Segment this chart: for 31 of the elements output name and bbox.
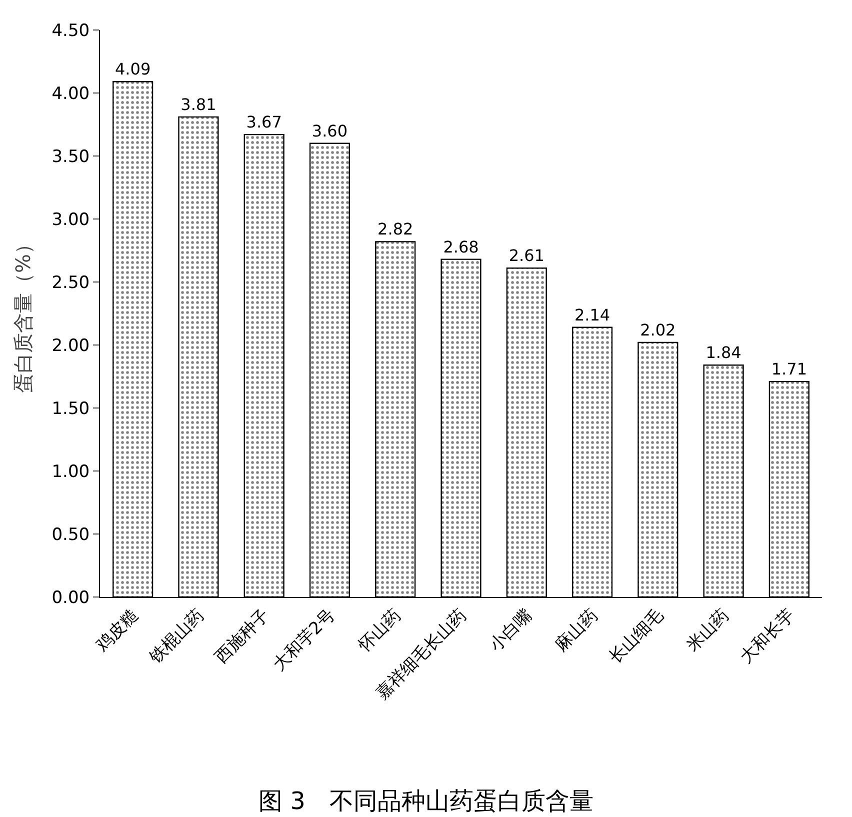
y-axis-title: 蛋白质含量（%） — [11, 234, 36, 394]
x-tick-label: 铁棍山药 — [145, 605, 208, 668]
data-label: 3.81 — [180, 94, 216, 114]
y-tick-label: 0.00 — [52, 588, 90, 608]
x-tick-label: 怀山药 — [354, 605, 405, 656]
y-tick-label: 1.00 — [52, 462, 90, 482]
y-tick-label: 3.00 — [52, 210, 90, 230]
x-tick-label: 米山药 — [682, 605, 734, 656]
y-tick-label: 4.50 — [52, 20, 90, 41]
y-tick-label: 0.50 — [52, 524, 90, 545]
data-label: 2.68 — [443, 237, 479, 256]
data-label: 4.09 — [115, 60, 151, 79]
text: 图 3 不同品种山药蛋白质含量 — [258, 786, 594, 815]
data-label: 2.14 — [574, 305, 610, 324]
x-tick-label: 长山细毛 — [605, 605, 668, 668]
x-tick-label: 麻山药 — [552, 605, 602, 656]
y-tick-label: 1.50 — [52, 398, 90, 419]
data-label: 2.02 — [640, 320, 676, 340]
y-tick-label: 2.00 — [52, 336, 90, 356]
data-label: 3.67 — [246, 112, 282, 132]
y-tick-label: 2.50 — [52, 272, 90, 293]
data-label: 2.61 — [508, 246, 544, 266]
x-tick-label: 鸡皮糙 — [91, 605, 142, 656]
data-label: 1.71 — [771, 360, 807, 379]
y-tick-label: 4.00 — [52, 84, 90, 104]
y-tick-label: 3.50 — [52, 146, 90, 167]
data-label: 3.60 — [312, 121, 348, 140]
data-label: 1.84 — [706, 343, 742, 362]
x-tick-label: 小白嘴 — [486, 605, 536, 656]
data-label: 2.82 — [378, 220, 414, 239]
x-tick-label: 大和长芋 — [736, 605, 799, 668]
